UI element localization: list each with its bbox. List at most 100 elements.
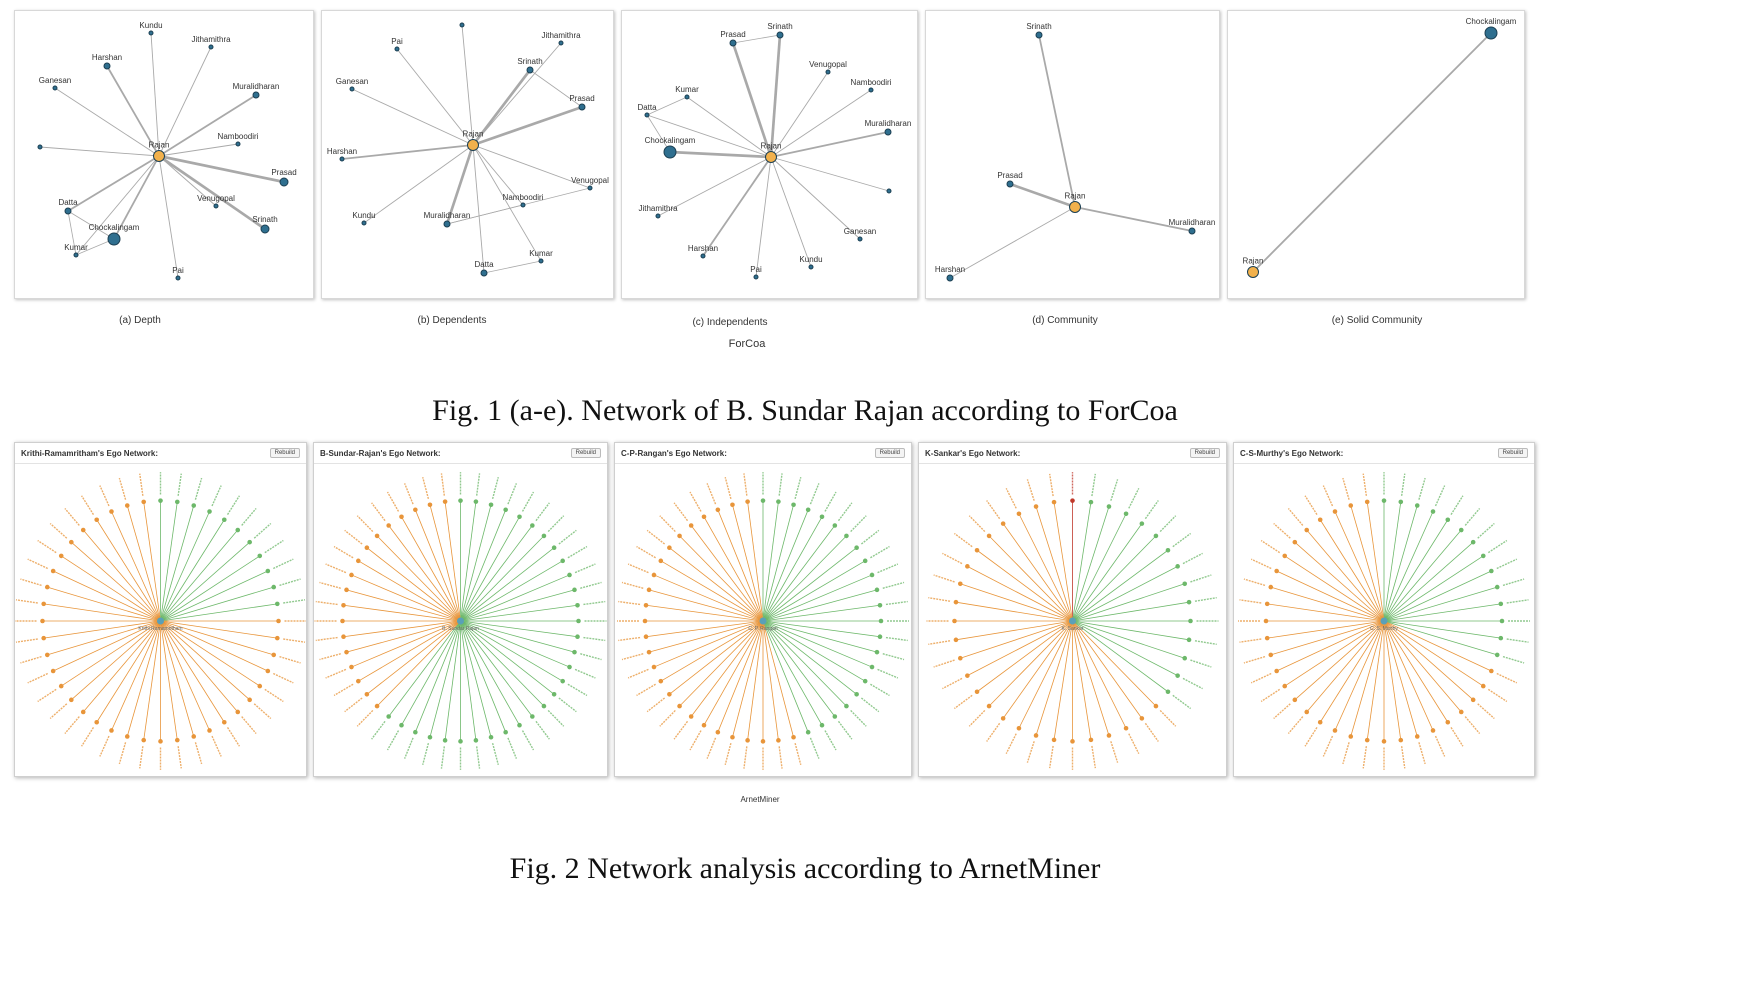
coauthor-node[interactable]: [808, 264, 814, 270]
coauthor-node[interactable]: [953, 599, 959, 605]
coauthor-node[interactable]: [1274, 668, 1279, 674]
coauthor-node[interactable]: [575, 634, 580, 640]
coauthor-node[interactable]: [974, 547, 980, 553]
coauthor-node[interactable]: [530, 523, 535, 528]
coauthor-node[interactable]: [1268, 584, 1274, 590]
rebuild-button[interactable]: Rebuild: [1189, 448, 1220, 458]
coauthor-node[interactable]: [175, 275, 181, 281]
coauthor-node[interactable]: [344, 587, 349, 593]
coauthor-node[interactable]: [1304, 527, 1310, 533]
coauthor-node[interactable]: [148, 30, 154, 36]
coauthor-node[interactable]: [952, 618, 957, 624]
coauthor-node[interactable]: [730, 734, 735, 740]
coauthor-node[interactable]: [37, 144, 43, 150]
coauthor-node[interactable]: [271, 584, 277, 590]
coauthor-node[interactable]: [257, 683, 263, 689]
coauthor-node[interactable]: [974, 689, 980, 695]
coauthor-node[interactable]: [825, 69, 831, 75]
coauthor-node[interactable]: [1414, 734, 1420, 739]
coauthor-node[interactable]: [1188, 618, 1193, 624]
coauthor-node[interactable]: [276, 618, 281, 624]
coauthor-node[interactable]: [386, 714, 391, 719]
coauthor-node[interactable]: [1153, 703, 1159, 709]
coauthor-node[interactable]: [1494, 584, 1500, 590]
coauthor-node[interactable]: [124, 503, 130, 508]
coauthor-node[interactable]: [1317, 719, 1323, 725]
coauthor-node[interactable]: [1381, 739, 1387, 744]
coauthor-node[interactable]: [1430, 509, 1436, 514]
coauthor-node[interactable]: [1051, 499, 1057, 505]
coauthor-node[interactable]: [1445, 719, 1451, 725]
coauthor-node[interactable]: [340, 618, 345, 624]
coauthor-node[interactable]: [517, 514, 522, 520]
coauthor-node[interactable]: [413, 729, 418, 735]
coauthor-node[interactable]: [1033, 733, 1039, 738]
coauthor-node[interactable]: [252, 91, 260, 99]
coauthor-node[interactable]: [356, 678, 361, 684]
coauthor-node[interactable]: [886, 188, 892, 194]
coauthor-node[interactable]: [1484, 26, 1498, 40]
coauthor-node[interactable]: [109, 509, 114, 514]
coauthor-node[interactable]: [174, 737, 180, 743]
coauthor-node[interactable]: [44, 652, 50, 658]
coauthor-node[interactable]: [646, 587, 652, 593]
ego-node[interactable]: [1069, 201, 1081, 213]
coauthor-node[interactable]: [1175, 564, 1180, 569]
coauthor-node[interactable]: [107, 232, 121, 246]
coauthor-node[interactable]: [69, 697, 74, 703]
coauthor-node[interactable]: [1182, 655, 1188, 661]
coauthor-node[interactable]: [413, 507, 418, 513]
coauthor-node[interactable]: [560, 558, 565, 564]
coauthor-node[interactable]: [526, 66, 534, 74]
coauthor-node[interactable]: [271, 652, 277, 658]
coauthor-node[interactable]: [862, 558, 868, 564]
coauthor-node[interactable]: [52, 85, 58, 91]
coauthor-node[interactable]: [658, 558, 664, 564]
coauthor-node[interactable]: [576, 618, 581, 624]
ego-center-node[interactable]: [457, 617, 464, 625]
coauthor-node[interactable]: [874, 649, 880, 655]
coauthor-node[interactable]: [80, 709, 86, 715]
coauthor-node[interactable]: [1348, 734, 1354, 739]
coauthor-node[interactable]: [1381, 498, 1387, 503]
coauthor-node[interactable]: [427, 502, 433, 508]
ego-node[interactable]: [765, 151, 777, 163]
coauthor-node[interactable]: [667, 545, 672, 551]
coauthor-node[interactable]: [642, 618, 648, 624]
coauthor-node[interactable]: [208, 44, 214, 50]
coauthor-node[interactable]: [1498, 635, 1504, 641]
coauthor-node[interactable]: [1139, 521, 1145, 526]
coauthor-node[interactable]: [578, 103, 586, 111]
coauthor-node[interactable]: [854, 545, 859, 551]
coauthor-node[interactable]: [1458, 527, 1464, 533]
coauthor-node[interactable]: [386, 523, 391, 528]
coauthor-node[interactable]: [701, 722, 707, 728]
coauthor-node[interactable]: [1398, 499, 1404, 505]
coauthor-node[interactable]: [1268, 652, 1274, 658]
ego-center-node[interactable]: [759, 617, 767, 625]
coauthor-node[interactable]: [776, 499, 781, 504]
coauthor-node[interactable]: [558, 40, 564, 46]
coauthor-node[interactable]: [745, 499, 750, 504]
coauthor-node[interactable]: [884, 128, 892, 136]
coauthor-node[interactable]: [869, 664, 875, 670]
coauthor-node[interactable]: [658, 678, 664, 684]
coauthor-node[interactable]: [869, 572, 875, 578]
coauthor-node[interactable]: [877, 602, 883, 608]
coauthor-node[interactable]: [1348, 503, 1354, 508]
coauthor-node[interactable]: [877, 634, 883, 640]
coauthor-node[interactable]: [854, 691, 859, 697]
coauthor-node[interactable]: [1317, 517, 1323, 523]
coauthor-node[interactable]: [729, 39, 737, 47]
coauthor-node[interactable]: [560, 678, 565, 684]
coauthor-node[interactable]: [158, 498, 163, 503]
coauthor-node[interactable]: [480, 269, 488, 277]
coauthor-node[interactable]: [1264, 601, 1270, 607]
coauthor-node[interactable]: [40, 618, 45, 624]
coauthor-node[interactable]: [745, 738, 750, 743]
coauthor-node[interactable]: [655, 213, 661, 219]
coauthor-node[interactable]: [473, 499, 479, 504]
coauthor-node[interactable]: [1165, 547, 1171, 553]
coauthor-node[interactable]: [1070, 498, 1075, 503]
coauthor-node[interactable]: [551, 545, 557, 551]
